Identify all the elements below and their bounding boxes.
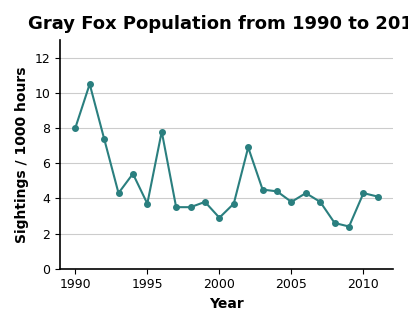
- Title: Gray Fox Population from 1990 to 2011: Gray Fox Population from 1990 to 2011: [28, 15, 408, 33]
- Y-axis label: Sightings / 1000 hours: Sightings / 1000 hours: [15, 66, 29, 243]
- X-axis label: Year: Year: [209, 297, 244, 311]
